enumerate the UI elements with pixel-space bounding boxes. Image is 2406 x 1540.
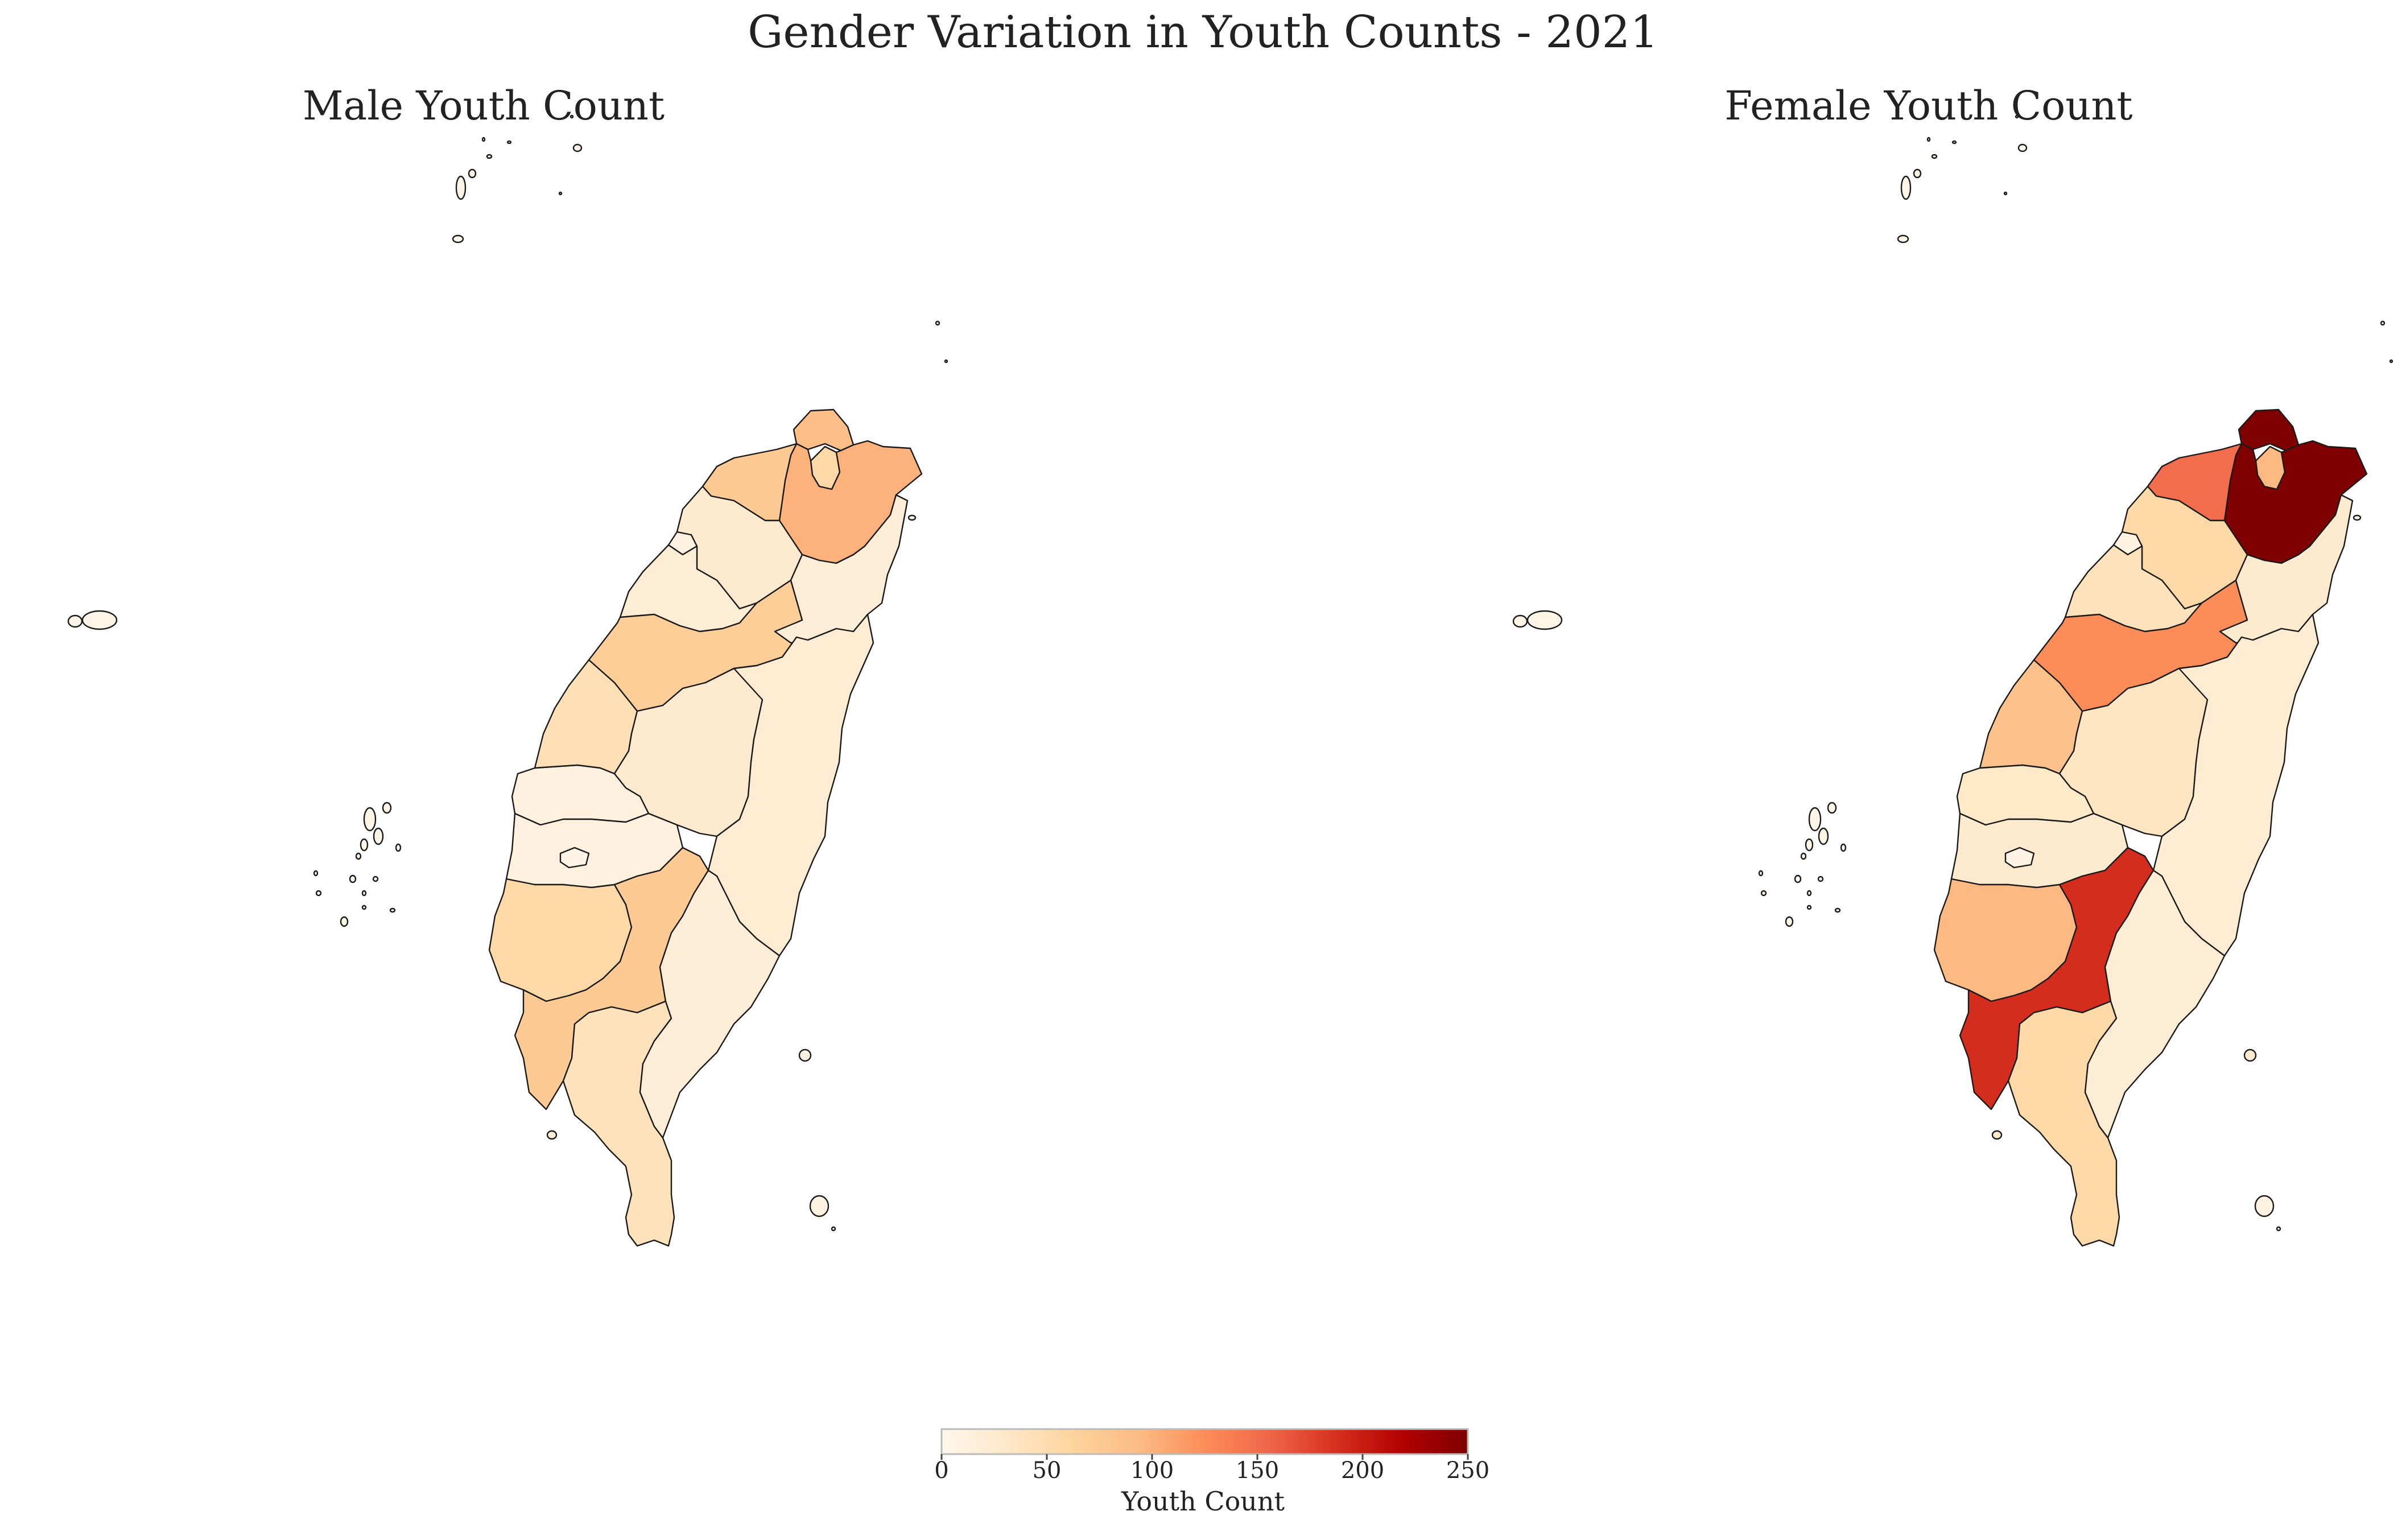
female-panel-title: Female Youth Count (1724, 82, 2133, 129)
region-keelung (2238, 408, 2300, 452)
region-keelung (793, 408, 855, 452)
island-orchid-island (2254, 1195, 2275, 1217)
island-penghu (1760, 890, 1767, 897)
island-penghu (1805, 838, 1814, 852)
island-penghu (1794, 874, 1802, 883)
island-lienchiang (452, 234, 464, 243)
island-penghu (1834, 907, 1841, 913)
island-penghu (313, 870, 319, 877)
island-penghu (340, 916, 349, 927)
island-other (2380, 320, 2386, 326)
island-penghu (373, 827, 384, 845)
island-orchid-island (809, 1195, 829, 1217)
island-lienchiang (1900, 175, 1912, 200)
island-lienchiang (558, 191, 563, 196)
island-penghu (363, 807, 377, 832)
island-other (2353, 514, 2362, 521)
colorbar-ticks (940, 1454, 1469, 1460)
island-green-island (2243, 1048, 2257, 1062)
island-penghu (389, 907, 396, 913)
region-pingtung (562, 1000, 675, 1247)
female-map (1512, 114, 2393, 1247)
island-other (907, 514, 917, 521)
colorbar-tick-label: 200 (1340, 1458, 1385, 1484)
region-taitung (2084, 869, 2226, 1139)
colorbar (940, 1428, 1469, 1455)
island-penghu (395, 843, 402, 852)
island-penghu (355, 852, 362, 860)
island-liuqiu (1991, 1130, 2003, 1140)
island-penghu (1840, 843, 1847, 852)
region-hualien (707, 613, 874, 957)
island-green-island (798, 1048, 812, 1062)
island-penghu (1818, 827, 1829, 845)
island-kinmen (1526, 610, 1563, 630)
island-other (935, 320, 940, 326)
island-penghu (1758, 870, 1764, 877)
male-panel-title: Male Youth Count (302, 82, 665, 129)
island-other (944, 359, 948, 364)
region-chiayi-city (559, 847, 590, 869)
island-penghu (361, 905, 367, 910)
island-liuqiu (546, 1130, 558, 1140)
island-kinmen (1512, 614, 1528, 628)
island-lienchiang (572, 143, 583, 152)
colorbar-tick-label: 100 (1130, 1458, 1174, 1484)
island-lienchiang (2017, 143, 2028, 152)
colorbar-tick-label: 250 (1446, 1458, 1490, 1484)
island-penghu (1808, 807, 1822, 832)
figure-title: Gender Variation in Youth Counts - 2021 (748, 7, 1658, 58)
island-penghu (1785, 916, 1794, 927)
island-lienchiang (506, 140, 512, 144)
island-lienchiang (1913, 168, 1922, 179)
island-other (1931, 154, 1938, 159)
island-penghu (1806, 890, 1812, 897)
island-lienchiang (468, 168, 477, 179)
island-other (486, 154, 493, 159)
region-pingtung (2007, 1000, 2120, 1247)
island-penghu (1817, 876, 1824, 882)
island-kinmen (81, 610, 118, 630)
male-map (67, 114, 948, 1247)
island-penghu (349, 874, 357, 883)
island-orchid-island (2276, 1226, 2281, 1232)
island-lienchiang (455, 175, 467, 200)
island-penghu (382, 802, 392, 814)
island-other (2015, 114, 2019, 119)
island-penghu (1827, 802, 1837, 814)
colorbar-tick-label: 0 (934, 1458, 949, 1484)
island-lienchiang (481, 137, 486, 142)
island-penghu (372, 876, 379, 882)
island-penghu (1800, 852, 1807, 860)
colorbar-tick-label: 50 (1032, 1458, 1062, 1484)
island-penghu (360, 838, 369, 852)
region-taitung (639, 869, 781, 1139)
colorbar-label: Youth Count (1121, 1486, 1285, 1517)
island-penghu (315, 890, 322, 897)
island-penghu (1806, 905, 1812, 910)
island-penghu (361, 890, 367, 897)
colorbar-tick-label: 150 (1235, 1458, 1280, 1484)
island-lienchiang (2003, 191, 2008, 196)
island-lienchiang (1951, 140, 1957, 144)
island-other (569, 114, 574, 119)
region-hualien (2152, 613, 2320, 957)
island-lienchiang (1897, 234, 1909, 243)
island-kinmen (67, 614, 83, 628)
region-chiayi-city (2004, 847, 2035, 869)
island-other (2389, 359, 2393, 364)
island-lienchiang (1926, 137, 1931, 142)
island-orchid-island (831, 1226, 836, 1232)
